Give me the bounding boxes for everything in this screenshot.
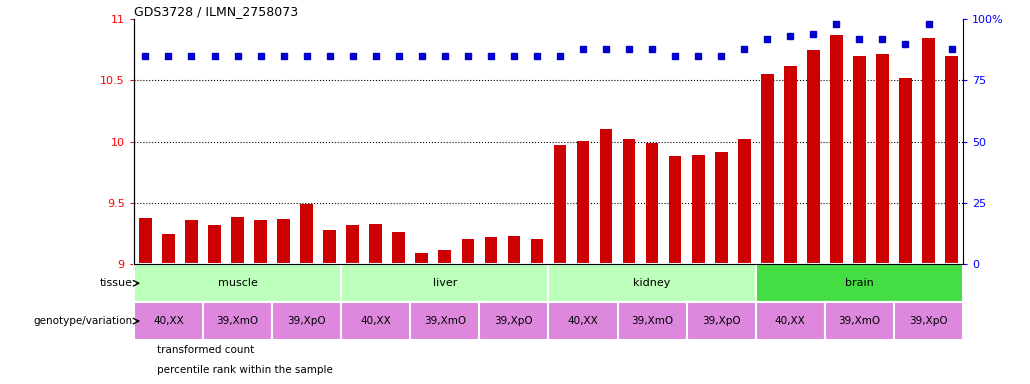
- Bar: [548, 264, 756, 302]
- Bar: [830, 35, 843, 264]
- Bar: [162, 233, 175, 264]
- Text: liver: liver: [433, 278, 457, 288]
- Bar: [277, 219, 289, 264]
- Bar: [142, 370, 150, 371]
- Bar: [461, 238, 474, 264]
- Bar: [761, 74, 774, 264]
- Bar: [139, 218, 151, 264]
- Bar: [134, 264, 341, 302]
- Bar: [479, 302, 548, 340]
- Bar: [853, 56, 866, 264]
- Bar: [554, 146, 566, 264]
- Bar: [208, 225, 220, 264]
- Bar: [508, 236, 520, 264]
- Text: 40,XX: 40,XX: [153, 316, 183, 326]
- Text: 39,XmO: 39,XmO: [838, 316, 881, 326]
- Bar: [808, 50, 820, 264]
- Bar: [185, 220, 198, 264]
- Bar: [254, 220, 267, 264]
- Bar: [577, 141, 589, 264]
- Bar: [668, 156, 682, 264]
- Bar: [392, 232, 405, 264]
- Text: transformed count: transformed count: [157, 345, 254, 355]
- Text: 40,XX: 40,XX: [568, 316, 598, 326]
- Bar: [142, 350, 150, 351]
- Bar: [715, 152, 727, 264]
- Text: 40,XX: 40,XX: [360, 316, 391, 326]
- Bar: [341, 264, 548, 302]
- Bar: [134, 302, 203, 340]
- Text: 39,XmO: 39,XmO: [216, 316, 259, 326]
- Text: muscle: muscle: [217, 278, 258, 288]
- Bar: [922, 38, 935, 264]
- Bar: [231, 217, 244, 264]
- Text: 39,XpO: 39,XpO: [909, 316, 948, 326]
- Bar: [410, 302, 479, 340]
- Bar: [687, 302, 756, 340]
- Bar: [646, 143, 658, 264]
- Bar: [341, 302, 410, 340]
- Text: tissue: tissue: [100, 278, 133, 288]
- Bar: [618, 302, 687, 340]
- Bar: [530, 238, 543, 264]
- Bar: [599, 129, 613, 264]
- Bar: [894, 302, 963, 340]
- Bar: [737, 139, 751, 264]
- Text: GDS3728 / ILMN_2758073: GDS3728 / ILMN_2758073: [134, 5, 298, 18]
- Text: 39,XmO: 39,XmO: [631, 316, 674, 326]
- Bar: [877, 53, 889, 264]
- Bar: [484, 237, 497, 264]
- Bar: [784, 66, 796, 264]
- Bar: [548, 302, 618, 340]
- Text: 39,XpO: 39,XpO: [701, 316, 741, 326]
- Text: 39,XpO: 39,XpO: [287, 316, 325, 326]
- Text: 39,XpO: 39,XpO: [494, 316, 534, 326]
- Bar: [692, 155, 705, 264]
- Bar: [203, 302, 272, 340]
- Bar: [756, 302, 825, 340]
- Bar: [946, 56, 958, 264]
- Text: brain: brain: [845, 278, 873, 288]
- Bar: [439, 250, 451, 264]
- Bar: [323, 230, 336, 264]
- Bar: [623, 139, 636, 264]
- Bar: [370, 224, 382, 264]
- Text: 40,XX: 40,XX: [775, 316, 805, 326]
- Text: genotype/variation: genotype/variation: [34, 316, 133, 326]
- Text: 39,XmO: 39,XmO: [423, 316, 466, 326]
- Text: percentile rank within the sample: percentile rank within the sample: [157, 365, 333, 375]
- Bar: [346, 225, 359, 264]
- Bar: [272, 302, 341, 340]
- Bar: [756, 264, 963, 302]
- Bar: [301, 204, 313, 264]
- Bar: [899, 78, 912, 264]
- Bar: [825, 302, 894, 340]
- Bar: [415, 253, 428, 264]
- Text: kidney: kidney: [633, 278, 671, 288]
